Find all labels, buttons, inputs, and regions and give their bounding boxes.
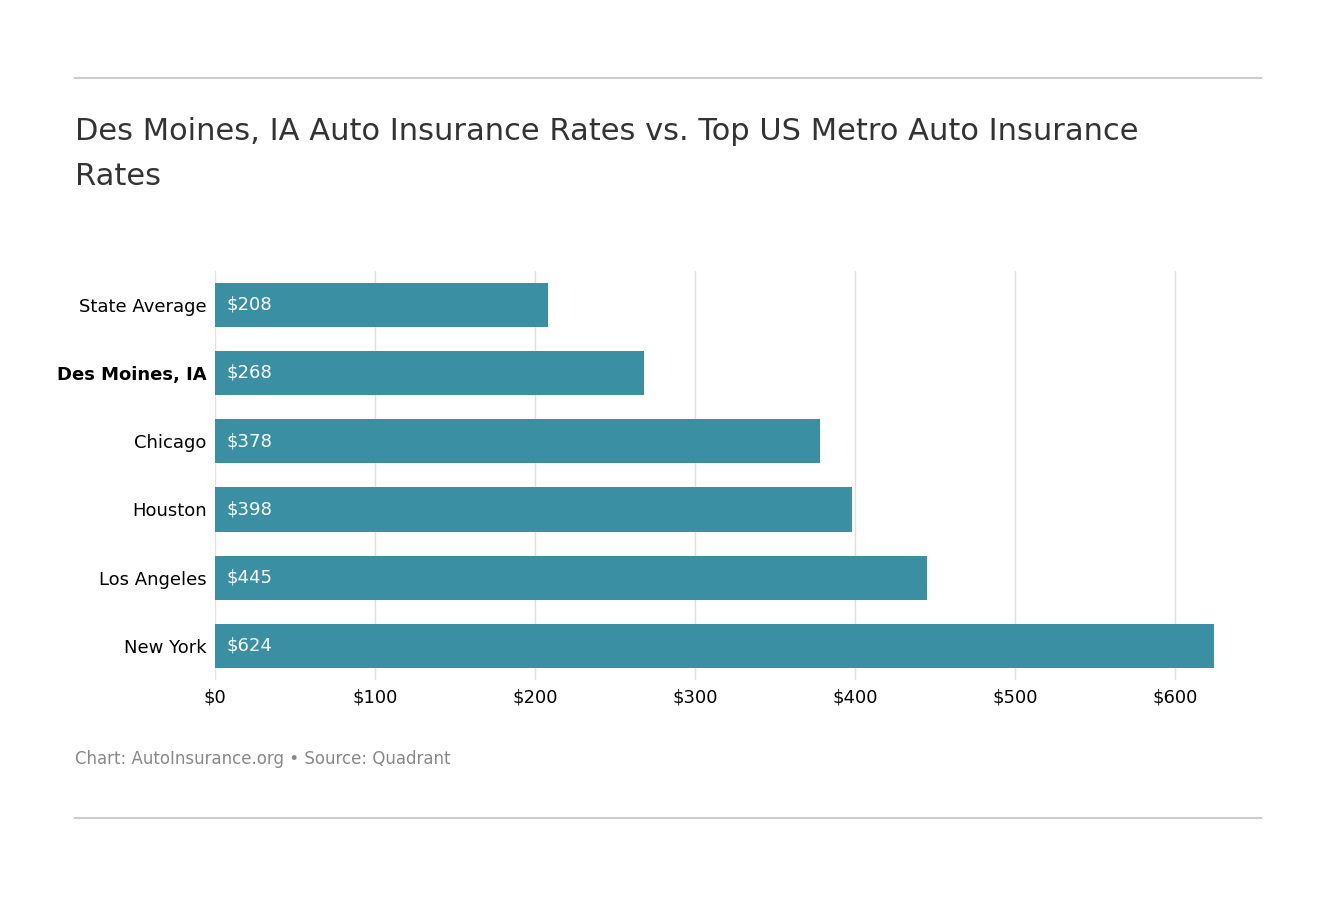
Text: $208: $208 (226, 296, 272, 314)
Text: $268: $268 (226, 364, 272, 382)
Text: $445: $445 (226, 569, 272, 586)
Bar (215, 351, 644, 395)
Bar (215, 282, 548, 327)
Text: Chart: AutoInsurance.org • Source: Quadrant: Chart: AutoInsurance.org • Source: Quadr… (75, 750, 450, 769)
Text: $398: $398 (226, 501, 272, 519)
Bar (215, 487, 851, 531)
Text: $624: $624 (226, 637, 272, 655)
Text: Des Moines, IA Auto Insurance Rates vs. Top US Metro Auto Insurance: Des Moines, IA Auto Insurance Rates vs. … (75, 117, 1139, 146)
Text: $378: $378 (226, 432, 272, 450)
Bar (215, 419, 820, 464)
Bar (215, 624, 1213, 668)
Bar (215, 556, 927, 600)
Text: Rates: Rates (75, 162, 161, 191)
